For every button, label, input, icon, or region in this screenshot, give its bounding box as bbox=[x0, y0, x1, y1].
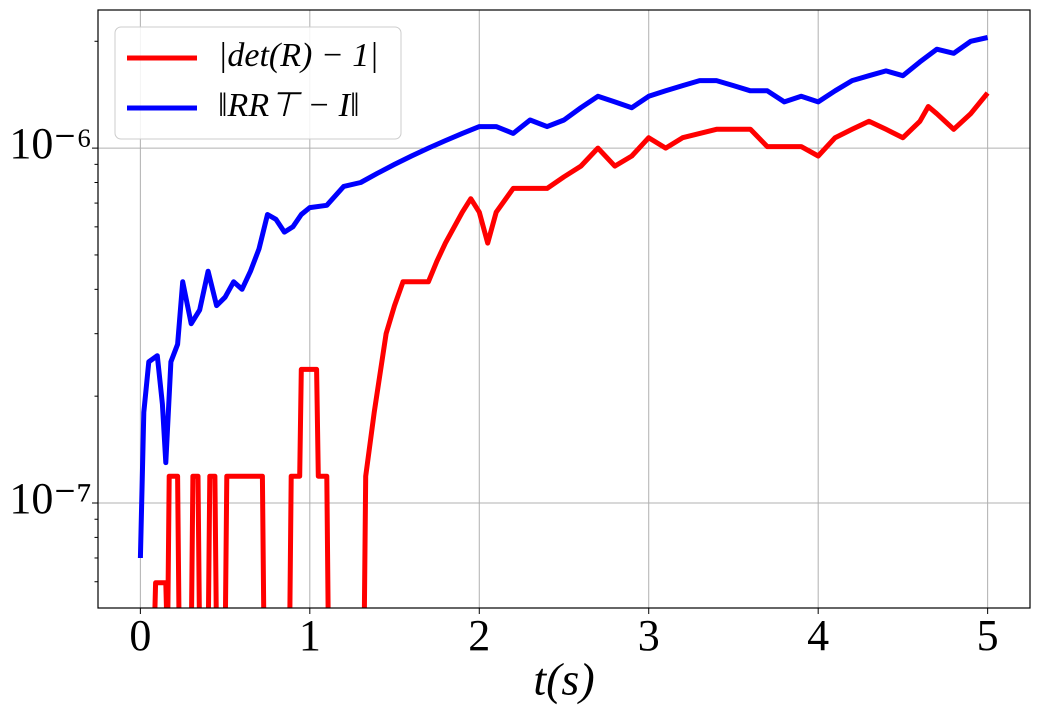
y-tick-label: 10⁻⁶ bbox=[9, 119, 92, 168]
legend-label: |det(R) − 1| bbox=[218, 37, 379, 74]
legend-label: ‖RR⊤ − I‖ bbox=[218, 87, 360, 124]
x-tick-label: 5 bbox=[977, 611, 999, 660]
x-tick-label: 3 bbox=[638, 611, 660, 660]
ticks: 0 1 2 3 4 5 10⁻⁷ 10⁻⁶ bbox=[9, 40, 999, 660]
x-tick-label: 1 bbox=[299, 611, 321, 660]
legend-box bbox=[114, 26, 402, 140]
x-tick-label: 4 bbox=[807, 611, 829, 660]
series-line bbox=[137, 35, 989, 559]
x-tick-label: 2 bbox=[468, 611, 490, 660]
plot-area bbox=[137, 35, 990, 608]
x-axis-label: t(s) bbox=[533, 654, 594, 705]
axes-frame bbox=[97, 9, 1031, 609]
series-line bbox=[152, 91, 990, 608]
y-tick-label: 10⁻⁷ bbox=[9, 474, 92, 523]
x-tick-label: 0 bbox=[129, 611, 151, 660]
legend: |det(R) − 1| ‖RR⊤ − I‖ bbox=[114, 26, 402, 140]
